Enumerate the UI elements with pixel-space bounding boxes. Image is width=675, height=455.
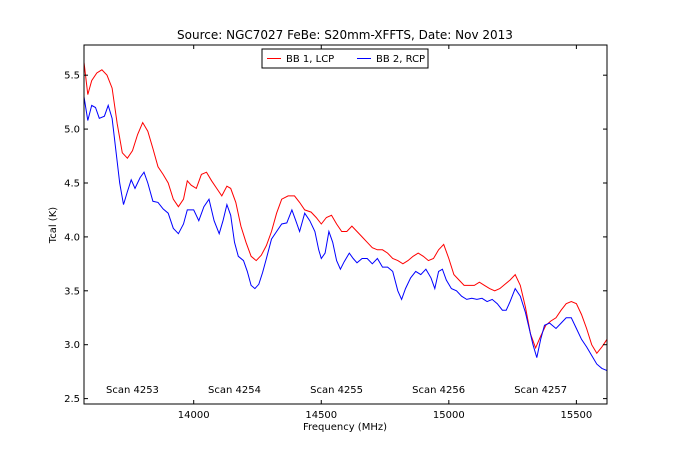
scan-label: Scan 4255 <box>310 385 363 396</box>
y-tick-label: 4.0 <box>64 232 80 243</box>
scan-label: Scan 4254 <box>208 385 261 396</box>
y-axis-ticks: 2.5 3.0 3.5 4.0 4.5 5.0 5.5 <box>64 71 607 405</box>
scan-label: Scan 4257 <box>514 385 567 396</box>
plot-frame <box>83 44 608 405</box>
series-line-2 <box>83 96 608 372</box>
x-tick-label: 15000 <box>433 410 465 421</box>
x-tick-label: 15500 <box>560 410 592 421</box>
y-tick-label: 5.5 <box>64 71 80 82</box>
chart-title: Source: NGC7027 FeBe: S20mm-XFFTS, Date:… <box>177 28 513 42</box>
scan-annotations: Scan 4253 Scan 4254 Scan 4255 Scan 4256 Scan… <box>106 385 567 396</box>
series-line-1 <box>83 62 608 355</box>
plot-lines <box>83 62 608 372</box>
scan-label: Scan 4253 <box>106 385 159 396</box>
y-tick-label: 4.5 <box>64 178 80 189</box>
legend-box <box>261 48 429 69</box>
x-tick-label: 14500 <box>305 410 337 421</box>
scan-label: Scan 4256 <box>412 385 465 396</box>
x-tick-label: 14000 <box>178 410 210 421</box>
legend-label-2: BB 2, RCP <box>376 54 425 65</box>
y-tick-label: 3.0 <box>64 340 80 351</box>
y-tick-label: 3.5 <box>64 286 80 297</box>
x-axis-label: Frequency (MHz) <box>303 422 387 433</box>
y-axis-label: Tcal (K) <box>48 207 59 244</box>
x-axis-ticks: 14000 14500 15000 15500 <box>178 45 592 421</box>
y-tick-label: 5.0 <box>64 125 80 136</box>
chart-legend: BB 1, LCP BB 2, RCP <box>261 48 429 69</box>
y-tick-label: 2.5 <box>64 394 80 405</box>
legend-label-1: BB 1, LCP <box>286 54 334 65</box>
